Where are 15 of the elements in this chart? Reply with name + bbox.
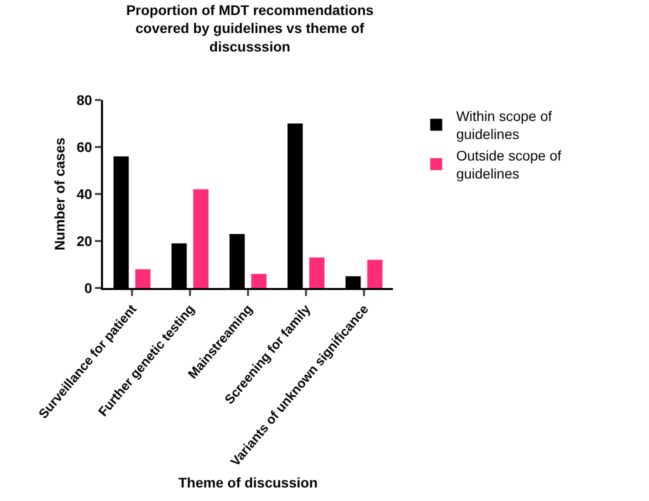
y-tick-label: 80: [76, 92, 92, 108]
legend-label: Outside scope of guidelines: [456, 147, 562, 182]
y-tick-label: 60: [76, 138, 92, 155]
legend-label: Within scope of guidelines: [456, 108, 552, 142]
bar: [251, 274, 266, 288]
bar: [309, 257, 324, 288]
y-tick-label: 0: [84, 280, 92, 296]
bar: [367, 260, 382, 288]
y-tick-label: 20: [76, 232, 92, 249]
y-axis-title: Number of cases: [52, 137, 68, 250]
chart-title: Proportion of MDT recommendations covered by guidelines vs theme of discusssion: [126, 2, 374, 54]
x-axis-title: Theme of discussion: [178, 474, 318, 491]
bar: [135, 269, 150, 288]
bar: [193, 189, 208, 288]
y-tick-label: 40: [76, 186, 92, 202]
